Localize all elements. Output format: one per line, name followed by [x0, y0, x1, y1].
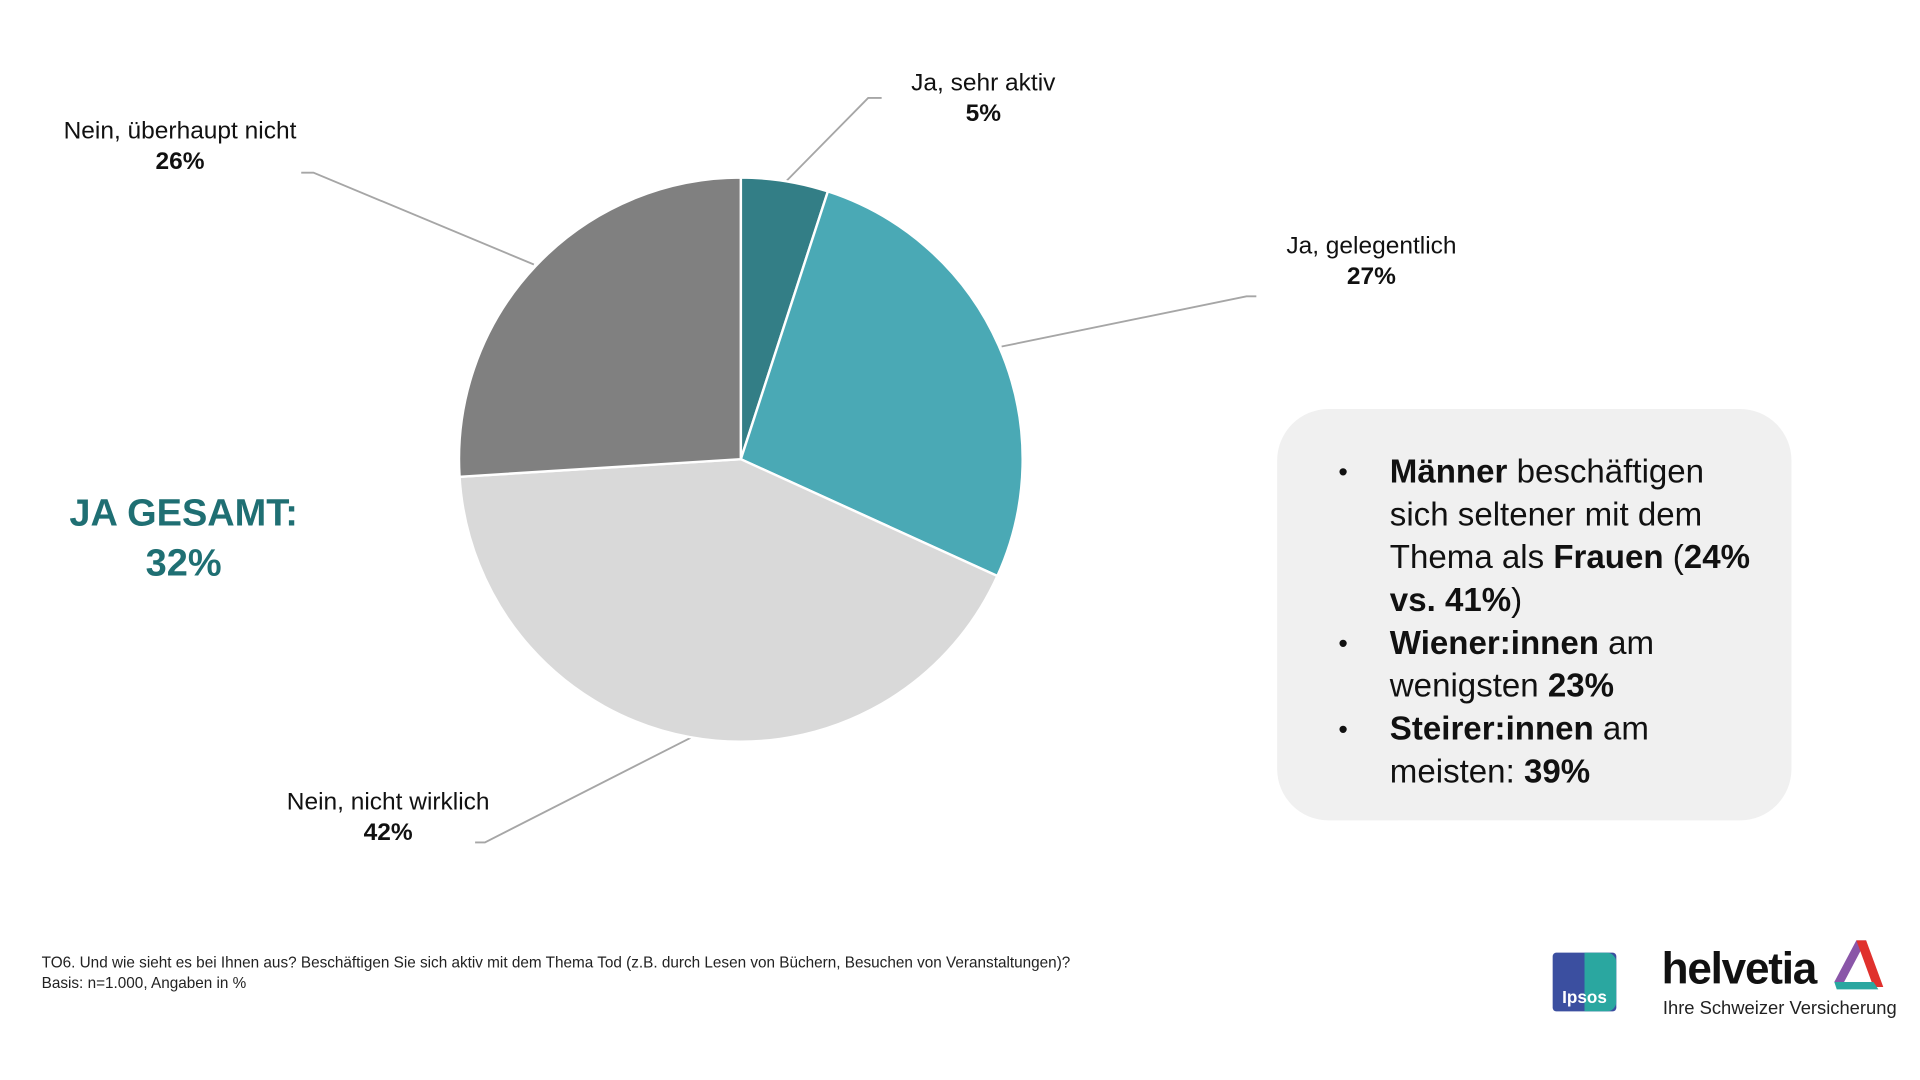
slice-nicht-wirklich — [458, 457, 999, 743]
label-value: 26% — [155, 148, 205, 176]
insight-bold: Männer — [1389, 453, 1508, 490]
footnote-question: TO6. Und wie sieht es bei Ihnen aus? Bes… — [41, 953, 1071, 972]
label-gelegentlich: Ja, gelegentlich 27% — [1261, 231, 1481, 292]
label-name: Ja, sehr aktiv — [911, 69, 1056, 97]
insight-bold: 24% vs. 41% — [1389, 538, 1750, 619]
insight-text: am meisten: — [1389, 710, 1649, 790]
label-value: 27% — [1346, 263, 1396, 291]
label-value: 42% — [363, 819, 413, 847]
ipsos-logo-text: Ipsos — [1562, 986, 1607, 1007]
insight-box: • Männer beschäftigen sich seltener mit … — [1277, 408, 1792, 821]
footnote: TO6. Und wie sieht es bei Ihnen aus? Bes… — [42, 953, 1071, 995]
insight-text: ) — [1511, 581, 1523, 619]
label-name: Nein, überhaupt nicht — [63, 117, 297, 145]
insight-bold: Frauen — [1553, 538, 1664, 576]
slice-gelegentlich — [739, 189, 1024, 578]
label-ueberhaupt-nicht: Nein, überhaupt nicht 26% — [37, 116, 324, 177]
helvetia-logo-tagline: Ihre Schweizer Versicherung — [1662, 997, 1897, 1019]
leader-line-nicht-wirklich — [475, 736, 693, 844]
summary-value: 32% — [145, 541, 222, 585]
summary-title: JA GESAMT: — [69, 491, 298, 534]
insight-item-vienna: • Wiener:innen am wenigsten 23% — [1338, 622, 1754, 708]
insight-bold: Steirer:innen — [1389, 710, 1594, 747]
helvetia-logo-icon — [1834, 940, 1884, 990]
insight-bold: Wiener:innen — [1389, 624, 1599, 662]
slice-ueberhaupt-nicht — [457, 176, 743, 479]
leader-line-gelegentlich — [1001, 295, 1257, 348]
label-name: Nein, nicht wirklich — [286, 788, 490, 816]
leader-lines — [301, 97, 1257, 844]
ipsos-logo: Ipsos — [1552, 952, 1617, 1012]
leader-line-ueberhaupt-nicht — [301, 171, 535, 266]
insight-item-gender: • Männer beschäftigen sich seltener mit … — [1338, 451, 1754, 622]
insight-text: am wenigsten — [1389, 624, 1655, 705]
insight-text: beschäftigen sich seltener mit dem Thema… — [1389, 453, 1705, 576]
helvetia-logo-wordmark: helvetia — [1661, 942, 1818, 994]
label-name: Ja, gelegentlich — [1286, 232, 1457, 260]
bullet-icon: • — [1338, 456, 1348, 488]
label-sehr-aktiv: Ja, sehr aktiv 5% — [882, 69, 1085, 130]
insight-bold: 23% — [1547, 667, 1615, 705]
bullet-icon: • — [1338, 713, 1348, 745]
leader-line-sehr-aktiv — [785, 97, 882, 182]
footnote-basis: Basis: n=1.000, Angaben in % — [41, 974, 247, 992]
ja-gesamt-summary: JA GESAMT: 32% — [37, 487, 331, 587]
insight-text: ( — [1663, 538, 1684, 576]
insight-list: • Männer beschäftigen sich seltener mit … — [1338, 451, 1754, 794]
insight-item-styria: • Steirer:innen am meisten: 39% — [1338, 708, 1754, 794]
bullet-icon: • — [1338, 628, 1348, 659]
label-value: 5% — [965, 100, 1001, 128]
ipsos-logo-teal-shape — [1584, 952, 1617, 1012]
insight-bold: 39% — [1523, 753, 1591, 790]
label-nicht-wirklich: Nein, nicht wirklich 42% — [257, 787, 519, 848]
